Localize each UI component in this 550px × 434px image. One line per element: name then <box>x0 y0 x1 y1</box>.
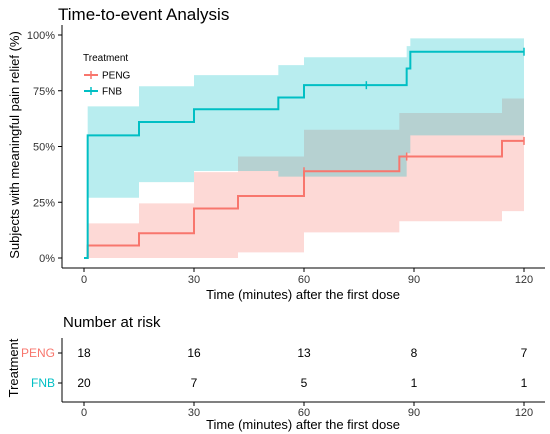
risk-x-tick-label: 90 <box>408 407 420 419</box>
risk-cell: 1 <box>411 376 418 390</box>
x-axis-title: Time (minutes) after the first dose <box>206 287 400 302</box>
risk-table-title: Number at risk <box>63 314 161 331</box>
risk-table-axes: 0 30 60 90 120 <box>58 338 545 419</box>
risk-table-y-title: Treatment <box>6 338 21 397</box>
confidence-band-fnb <box>84 38 524 258</box>
x-tick-label: 90 <box>408 274 420 286</box>
chart-title: Time-to-event Analysis <box>58 5 229 24</box>
risk-cell: 7 <box>191 376 198 390</box>
legend-title: Treatment <box>83 53 128 64</box>
risk-cell: 18 <box>77 346 91 360</box>
legend-label-fnb: FNB <box>102 87 122 98</box>
risk-cell: 8 <box>411 346 418 360</box>
chart-axes: 0% 25% 50% 75% 100% 0 30 60 90 120 <box>27 25 545 286</box>
risk-table-cells: PENG 18 16 13 8 7 FNB 20 7 5 1 1 <box>21 346 528 390</box>
survival-curve-peng <box>84 139 524 259</box>
risk-row-label-fnb: FNB <box>31 376 55 390</box>
confidence-bands <box>84 38 524 259</box>
x-tick-label: 120 <box>515 274 533 286</box>
survival-curves <box>84 50 524 259</box>
risk-x-tick-label: 60 <box>298 407 310 419</box>
risk-x-tick-label: 120 <box>515 407 533 419</box>
y-tick-label: 75% <box>33 86 55 98</box>
y-tick-label: 50% <box>33 142 55 154</box>
risk-row-label-peng: PENG <box>21 346 55 360</box>
risk-cell: 13 <box>297 346 311 360</box>
x-tick-label: 0 <box>81 274 87 286</box>
risk-cell: 7 <box>521 346 528 360</box>
risk-cell: 5 <box>301 376 308 390</box>
risk-table-x-title: Time (minutes) after the first dose <box>206 417 400 432</box>
x-tick-label: 30 <box>188 274 200 286</box>
legend: Treatment PENG FNB <box>83 53 131 98</box>
legend-label-peng: PENG <box>102 71 131 82</box>
y-tick-label: 0% <box>39 253 55 265</box>
risk-x-tick-label: 30 <box>188 407 200 419</box>
censor-marks <box>303 47 525 176</box>
risk-cell: 16 <box>187 346 201 360</box>
y-tick-label: 25% <box>33 197 55 209</box>
risk-cell: 20 <box>77 376 91 390</box>
risk-cell: 1 <box>521 376 528 390</box>
survival-curve-fnb <box>84 50 524 259</box>
x-tick-label: 60 <box>298 274 310 286</box>
y-axis-title: Subjects with meaningful pain relief (%) <box>7 31 22 259</box>
risk-x-tick-label: 0 <box>81 407 87 419</box>
y-tick-label: 100% <box>27 30 55 42</box>
